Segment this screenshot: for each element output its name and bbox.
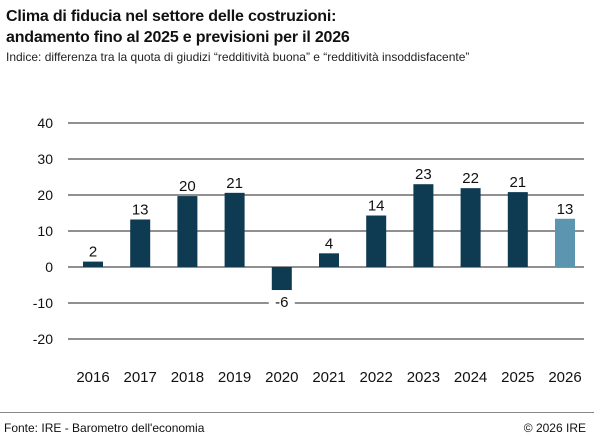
bar-2025 bbox=[507, 192, 528, 267]
bar-2021 bbox=[319, 253, 339, 267]
value-label-2026: 13 bbox=[557, 201, 574, 218]
x-tick-label-2020: 2020 bbox=[265, 369, 298, 386]
copyright-note: © 2026 IRE bbox=[523, 421, 586, 435]
x-tick-label-2017: 2017 bbox=[124, 369, 157, 386]
bar-2023 bbox=[413, 184, 434, 267]
x-tick-label-2025: 2025 bbox=[501, 369, 534, 386]
value-label-2025: 21 bbox=[509, 174, 526, 191]
x-tick-label-2026: 2026 bbox=[548, 369, 581, 386]
y-tick-label: -20 bbox=[33, 331, 53, 347]
x-tick-label-2016: 2016 bbox=[76, 369, 109, 386]
value-label-2021: 4 bbox=[325, 235, 333, 252]
x-tick-label-2019: 2019 bbox=[218, 369, 251, 386]
y-tick-label: 10 bbox=[37, 223, 53, 239]
value-label-2020: -6 bbox=[275, 294, 288, 311]
bar-2017 bbox=[130, 219, 151, 267]
title-block: Clima di fiducia nel settore delle costr… bbox=[6, 6, 586, 65]
bar-2024 bbox=[460, 188, 481, 267]
x-tick-label-2023: 2023 bbox=[407, 369, 440, 386]
chart-title-line-1: Clima di fiducia nel settore delle costr… bbox=[6, 8, 337, 25]
value-label-2016: 2 bbox=[89, 244, 97, 261]
bar-2026 bbox=[555, 218, 575, 267]
value-label-2017: 13 bbox=[132, 201, 149, 218]
x-tick-label-2024: 2024 bbox=[454, 369, 487, 386]
y-tick-label: 30 bbox=[37, 151, 53, 167]
value-label-2023: 23 bbox=[415, 166, 432, 183]
bar-2016 bbox=[83, 261, 103, 267]
bar-2018 bbox=[177, 196, 198, 267]
value-label-2024: 22 bbox=[462, 170, 479, 187]
y-tick-label: 0 bbox=[45, 259, 53, 275]
bar-2020 bbox=[271, 267, 292, 291]
source-note: Fonte: IRE - Barometro dell'economia bbox=[4, 421, 205, 435]
x-tick-label-2022: 2022 bbox=[360, 369, 393, 386]
bar-2019 bbox=[224, 192, 245, 267]
value-label-2018: 20 bbox=[179, 178, 196, 195]
footer: Fonte: IRE - Barometro dell'economia © 2… bbox=[0, 412, 594, 439]
value-label-2019: 21 bbox=[226, 175, 243, 192]
bar-2022 bbox=[366, 215, 387, 267]
y-tick-label: 20 bbox=[37, 187, 53, 203]
value-label-2022: 14 bbox=[368, 198, 385, 215]
x-tick-label-2018: 2018 bbox=[171, 369, 204, 386]
chart-title-line-2: andamento fino al 2025 e previsioni per … bbox=[6, 29, 350, 46]
chart-subtitle: Indice: differenza tra la quota di giudi… bbox=[6, 50, 470, 64]
y-tick-label: 40 bbox=[37, 115, 53, 131]
y-tick-label: -10 bbox=[33, 295, 53, 311]
x-tick-label-2021: 2021 bbox=[312, 369, 345, 386]
